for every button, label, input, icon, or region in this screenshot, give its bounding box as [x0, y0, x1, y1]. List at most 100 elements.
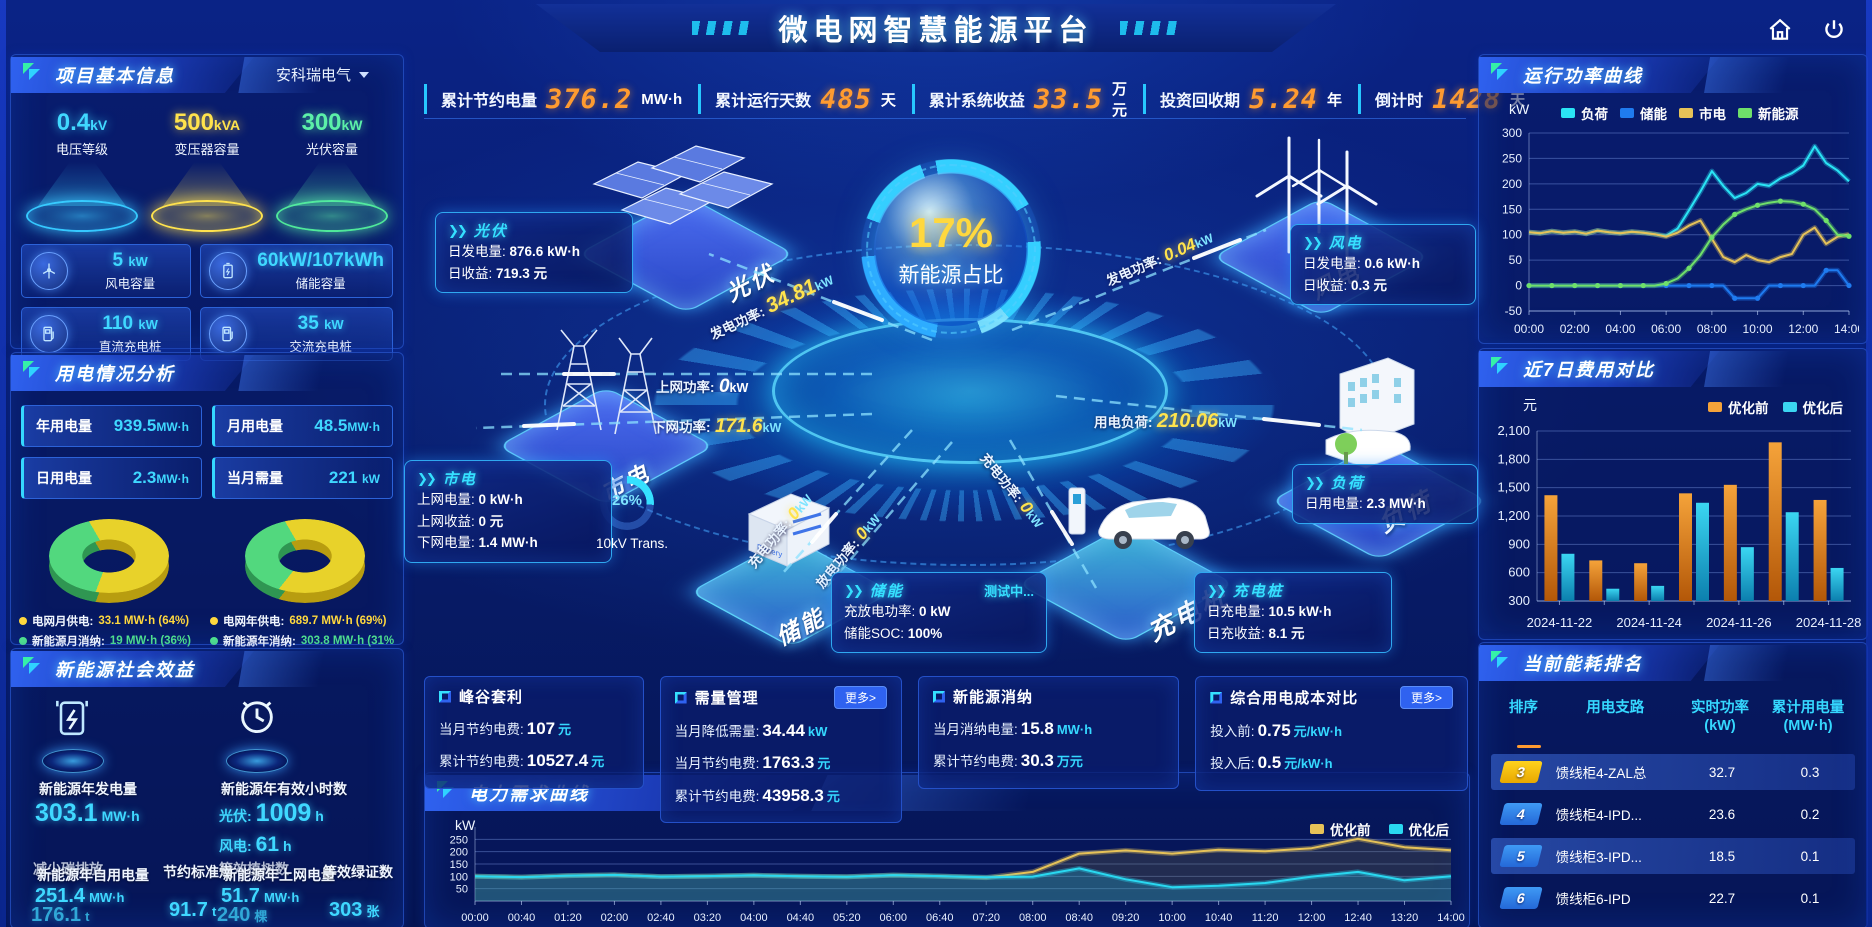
- panel-usage-analysis: 用电情况分析 年用电量 939.5MW·h 月用电量 48.5MW·h 日用电量 2.…: [10, 352, 404, 648]
- ac-charger-icon: [209, 315, 248, 353]
- donut-legend: 电网月供电: 33.1 MW·h (64%) 电网年供电: 689.7 MW·h (…: [11, 599, 403, 649]
- panel-header: 运行功率曲线: [1479, 55, 1867, 95]
- transformer-load-value: 26%: [611, 492, 643, 509]
- company-selector[interactable]: 安科瑞电气: [276, 64, 369, 85]
- cost-compare-chart: 300 600 900 1,200 1,500 1,800 2,100 2024-11-22 2…: [1497, 423, 1861, 630]
- cone-value: 500: [173, 109, 214, 136]
- panel-corner-icon: [1491, 651, 1511, 671]
- legend-swatch: [1738, 108, 1752, 118]
- flow-grid-up: 上网功率: 0kW: [656, 376, 749, 397]
- tree-value: 240 棵: [217, 904, 268, 926]
- svg-text:200: 200: [450, 847, 468, 859]
- svg-text:150: 150: [1502, 202, 1522, 216]
- stat-value: 2.3: [132, 468, 157, 487]
- to-grid-value: 51.7 MW·h: [221, 885, 300, 907]
- stat-label: 当月需量: [227, 470, 283, 486]
- table-row: 4 馈线柜4-IPD... 23.6 0.2: [1491, 796, 1855, 832]
- power-chart-legend: 负荷 储能 市电 新能源: [1561, 103, 1799, 123]
- kpi-value: 5.24: [1249, 83, 1319, 115]
- panel-corner-icon: [23, 63, 43, 83]
- kpi-unit: 年: [1327, 91, 1343, 109]
- generation-value: 303.1 MW·h: [35, 799, 140, 827]
- panel-project-info: 项目基本信息 安科瑞电气 0.4kV 电压等级 500kVA 变压器容量 300…: [10, 54, 404, 361]
- card-unit: kW: [138, 317, 158, 332]
- card-peak-valley-arbitrage: 峰谷套利 当月节约电费: 107 元 累计节约电费: 10527.4 元: [424, 676, 644, 789]
- branch-name: 馈线柜3-IPD...: [1555, 850, 1642, 866]
- power-icon[interactable]: [1818, 14, 1850, 46]
- header-actions: [1764, 14, 1850, 46]
- card-corner-icon: [932, 690, 945, 703]
- legend-item: 负荷: [1561, 103, 1608, 123]
- rank-badge: 4: [1499, 803, 1544, 826]
- legend-item: 优化后: [1782, 397, 1843, 417]
- light-base: [26, 200, 138, 232]
- pv-hours: 光伏: 1009 h: [219, 799, 324, 827]
- power-value: 18.5: [1708, 848, 1736, 864]
- renewable-share-value: 17%: [908, 209, 994, 256]
- kpi-label: 投资回收期: [1159, 93, 1240, 110]
- arrow-icon: ❯❯: [448, 222, 468, 238]
- card-corner-icon: [439, 690, 451, 703]
- cone-label: 电压等级: [55, 142, 108, 157]
- svg-text:06:40: 06:40: [926, 912, 954, 924]
- column-branch: 用电支路: [1586, 700, 1645, 716]
- generation-label: 新能源年发电量: [39, 781, 137, 797]
- stat-unit: MW·h: [347, 420, 380, 434]
- arrow-icon: ❯❯: [1305, 474, 1325, 490]
- card-label: 交流充电桩: [289, 340, 352, 354]
- legend-dot: [210, 617, 218, 625]
- legend-dot: [19, 637, 27, 645]
- panel-header: 项目基本信息 安科瑞电气: [11, 55, 403, 95]
- benefit-cards: 峰谷套利 当月节约电费: 107 元 累计节约电费: 10527.4 元 需量管理 更多>…: [424, 676, 1468, 823]
- branch-name: 馈线柜4-IPD...: [1555, 808, 1642, 824]
- wind-hours: 风电: 61 h: [219, 833, 292, 856]
- legend-dot: [19, 617, 27, 625]
- card-demand-management: 需量管理 更多> 当月降低需量: 34.44 kW 当月节约电费: 1763.3 元 累计…: [659, 676, 902, 823]
- self-use-label: 新能源年自用电量: [37, 867, 149, 883]
- home-icon[interactable]: [1764, 14, 1796, 46]
- panel-energy-ranking: 当前能耗排名 排序 用电支路 实时功率 (kW) 累计用电量 (MW·h) 3 馈线…: [1478, 642, 1868, 927]
- transformer-label: 10kV Trans.: [595, 536, 669, 551]
- battery-container-icon: Battery: [747, 493, 831, 567]
- cone-voltage-level: 0.4kV 电压等级: [21, 109, 143, 232]
- svg-text:100: 100: [1502, 228, 1522, 242]
- node-wind: 风电: [1204, 112, 1444, 342]
- panel-power-curve: 运行功率曲线 kW 负荷 储能 市电 新能源 -50 0 50 100 150 200 25…: [1478, 54, 1868, 344]
- ev-car-icon: [1068, 487, 1210, 549]
- capacity-cards: 5 kW 风电容量 60kW/107kWh 储能容量 110 kW 直流充电桩 35 …: [11, 232, 403, 361]
- co2-value: 176.1 t: [31, 904, 90, 926]
- y-axis-unit: kW: [1509, 101, 1530, 117]
- legend-swatch: [1310, 824, 1324, 834]
- card-title: 需量管理: [694, 690, 759, 707]
- y-axis-unit: 元: [1523, 397, 1537, 413]
- svg-text:150: 150: [450, 859, 468, 871]
- card-value: 60kW/107kWh: [257, 250, 384, 271]
- svg-text:07:20: 07:20: [972, 912, 1000, 924]
- panel-header: 新能源社会效益: [11, 649, 403, 689]
- svg-text:14:00: 14:00: [1437, 912, 1465, 924]
- scroll-indicator: [1517, 745, 1541, 749]
- header-left-decoration: [692, 21, 753, 35]
- generation-icon: [39, 695, 105, 773]
- legend-dot: [210, 637, 218, 645]
- svg-text:06:00: 06:00: [880, 912, 908, 924]
- light-base: [276, 200, 388, 232]
- panel-corner-icon: [23, 361, 43, 381]
- kpi-bar: 累计节约电量 376.2 MW·h 累计运行天数 485 天 累计系统收益 33.5 万元 …: [424, 80, 1525, 119]
- energy-value: 0.1: [1800, 848, 1820, 864]
- stat-value: 221: [328, 468, 358, 487]
- svg-text:100: 100: [450, 871, 468, 883]
- more-button[interactable]: 更多>: [833, 686, 887, 709]
- more-button[interactable]: 更多>: [1399, 686, 1453, 709]
- legend-item: 市电: [1679, 103, 1726, 123]
- legend-swatch: [1620, 108, 1634, 118]
- kpi-system-income: 累计系统收益 33.5 万元: [911, 81, 1143, 119]
- kpi-label: 累计运行天数: [715, 93, 812, 110]
- svg-text:14:00: 14:00: [1834, 322, 1859, 336]
- legend-swatch: [1561, 108, 1575, 118]
- card-title: 综合用电成本对比: [1230, 690, 1359, 707]
- power-curve-chart: -50 0 50 100 150 200 250 300 00:00 02:00 04:00 06:0…: [1502, 126, 1859, 336]
- stat-label: 年用电量: [36, 418, 92, 434]
